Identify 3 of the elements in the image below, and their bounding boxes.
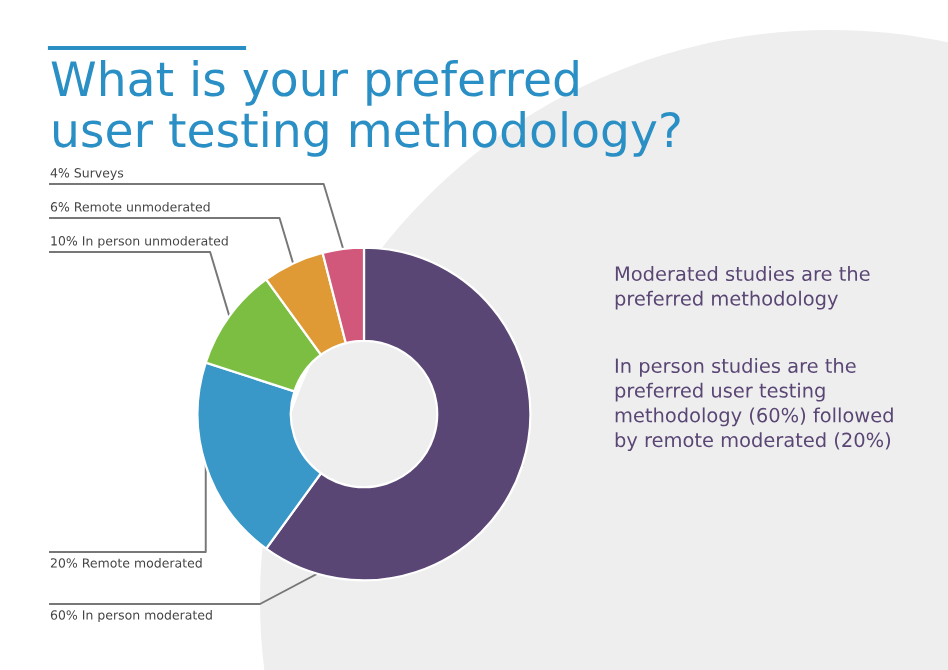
chart-title: What is your preferred user testing methodology? <box>51 60 680 157</box>
text: Moderated studies are the preferred methodology <box>615 266 870 310</box>
text: In person studies are the preferred user testing methodology (60%) followed by remote moderated (20%) <box>615 358 893 451</box>
